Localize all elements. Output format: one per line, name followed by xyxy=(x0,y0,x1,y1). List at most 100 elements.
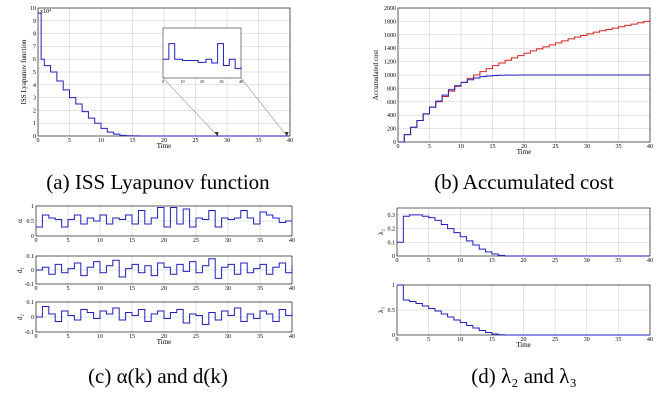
y-tick-label: -0.1 xyxy=(25,330,35,336)
y-axis-label: α xyxy=(16,219,24,223)
caption-a: (a) ISS Lyapunov function xyxy=(46,170,270,194)
y-tick-label: 0.2 xyxy=(388,227,396,233)
chart-b-axes: 0 5 10 15 20 25 30 35 40020040060080010001200140… xyxy=(372,6,653,156)
y-tick-label: 0 xyxy=(31,234,34,240)
x-axis-label: Time xyxy=(157,142,172,150)
y-tick-label: 4 xyxy=(33,83,36,89)
x-tick-label: 20 xyxy=(521,144,527,150)
x-tick-label: 15 xyxy=(489,258,495,264)
y-tick-label: 800 xyxy=(387,86,396,92)
y-tick-label: 0.5 xyxy=(388,308,396,314)
y-tick-label: 0 xyxy=(393,140,396,146)
inset-x-tick: 0 xyxy=(162,79,164,84)
x-tick-label: 40 xyxy=(647,337,653,343)
zoom-pointer-right xyxy=(240,77,288,137)
x-tick-label: 25 xyxy=(553,144,559,150)
x-tick-label: 15 xyxy=(490,144,496,150)
x-tick-label: 5 xyxy=(427,258,430,264)
x-tick-label: 20 xyxy=(521,337,527,343)
inset-frame xyxy=(162,27,242,79)
caption-b: (b) Accumulated cost xyxy=(434,170,614,194)
y-tick-label: 2 xyxy=(33,108,36,114)
x-tick-label: 20 xyxy=(161,286,167,292)
x-tick-label: 20 xyxy=(161,334,167,340)
inset-x-tick: 40 xyxy=(239,79,243,84)
x-tick-label: 40 xyxy=(289,334,295,340)
y-tick-label: 0 xyxy=(31,315,34,321)
chart-a-series-line xyxy=(38,12,290,137)
y-tick-label: 1 xyxy=(33,121,36,127)
y-axis-label: ISS Lyapunov function xyxy=(20,39,28,104)
y-axis-label: d₂ xyxy=(16,313,24,320)
x-tick-label: 0 xyxy=(35,238,38,244)
caption-d: (d) λ₂ and λ₃ xyxy=(471,364,577,388)
x-tick-label: 5 xyxy=(428,144,431,150)
x-tick-label: 20 xyxy=(161,238,167,244)
y-tick-label: 0.1 xyxy=(27,300,35,306)
x-tick-label: 40 xyxy=(647,144,653,150)
x-tick-label: 15 xyxy=(130,138,136,144)
x-tick-label: 0 xyxy=(396,258,399,264)
y-tick-label: 200 xyxy=(387,127,396,133)
y-tick-label: -0.1 xyxy=(25,282,35,288)
x-tick-label: 35 xyxy=(616,144,622,150)
x-axis-label: Time xyxy=(516,341,531,349)
x-tick-label: 10 xyxy=(97,286,103,292)
x-tick-label: 30 xyxy=(584,258,590,264)
y-tick-label: 9 xyxy=(33,19,36,25)
x-tick-label: 5 xyxy=(67,238,70,244)
y-tick-label: 0 xyxy=(392,333,395,339)
y-tick-label: 1 xyxy=(31,204,34,210)
x-tick-label: 10 xyxy=(98,138,104,144)
chart-a-axes: 0 5 10 15 20 25 30 35 40 0 1 2 3 4 5 6 7 8 9 10 Time ISS Lyap… xyxy=(20,6,293,150)
zoom-arrowhead-left xyxy=(214,132,219,136)
y-tick-label: 400 xyxy=(387,113,396,119)
inset-x-tick: 10 xyxy=(181,79,185,84)
x-tick-label: 40 xyxy=(289,286,295,292)
y-tick-label: 1200 xyxy=(384,60,396,66)
caption-c: (c) α(k) and d(k) xyxy=(88,364,228,388)
exponent-label: x10⁴ xyxy=(40,9,51,15)
y-tick-label: 1400 xyxy=(384,46,396,52)
chart-d-series-1 xyxy=(397,284,650,336)
y-tick-label: 3 xyxy=(33,96,36,102)
y-tick-label: 0.5 xyxy=(27,219,35,225)
y-tick-label: 1800 xyxy=(384,19,396,25)
y-tick-label: 7 xyxy=(33,44,36,50)
zoom-arrowhead-right xyxy=(284,132,289,136)
x-tick-label: 35 xyxy=(615,258,621,264)
x-tick-label: 25 xyxy=(193,238,199,244)
x-tick-label: 0 xyxy=(35,334,38,340)
chart-c-series-0 xyxy=(36,207,292,228)
x-tick-label: 25 xyxy=(193,286,199,292)
x-tick-label: 40 xyxy=(289,238,295,244)
x-tick-label: 30 xyxy=(225,286,231,292)
y-tick-label: 1000 xyxy=(384,73,396,79)
y-axis-label: d₁ xyxy=(16,267,24,273)
x-tick-label: 25 xyxy=(552,337,558,343)
y-tick-label: 0.1 xyxy=(388,240,396,246)
y-tick-label: 0.1 xyxy=(27,254,35,260)
y-tick-label: 0 xyxy=(31,268,34,274)
x-tick-label: 10 xyxy=(97,238,103,244)
x-tick-label: 20 xyxy=(161,138,167,144)
chart-b-blue-series xyxy=(398,74,650,143)
x-tick-label: 25 xyxy=(193,138,199,144)
y-tick-label: 5 xyxy=(33,70,36,76)
y-tick-label: 10 xyxy=(30,6,36,12)
x-tick-label: 5 xyxy=(427,337,430,343)
x-tick-label: 10 xyxy=(458,144,464,150)
x-tick-label: 20 xyxy=(521,258,527,264)
x-tick-label: 10 xyxy=(97,334,103,340)
x-tick-label: 30 xyxy=(584,144,590,150)
x-tick-label: 25 xyxy=(552,258,558,264)
inset-series-line xyxy=(163,43,242,70)
x-tick-label: 35 xyxy=(257,334,263,340)
y-tick-label: 1 xyxy=(392,283,395,289)
x-tick-label: 10 xyxy=(457,337,463,343)
x-tick-label: 15 xyxy=(129,238,135,244)
y-axis-label: λ₂ xyxy=(377,229,385,235)
y-tick-label: 0 xyxy=(392,254,395,260)
